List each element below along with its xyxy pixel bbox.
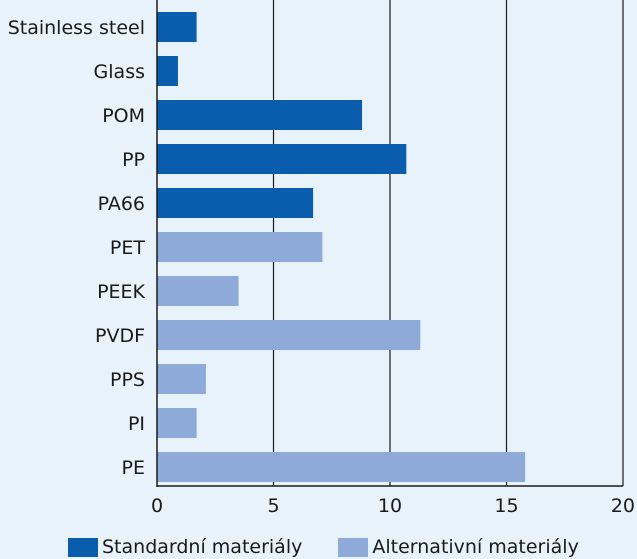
bar (157, 408, 197, 438)
bar (157, 276, 239, 306)
bars (157, 12, 526, 482)
category-label: PPS (110, 369, 145, 391)
legend-label-standard: Standardní materiály (102, 536, 303, 558)
x-tick-label: 5 (267, 495, 279, 517)
category-labels: Stainless steel Glass POM PP PA66 PET PEEK PVDF… (8, 17, 146, 479)
x-tick-label: 20 (611, 495, 635, 517)
category-label: Stainless steel (8, 17, 145, 39)
category-label: PI (128, 413, 145, 435)
bar (157, 56, 178, 86)
bar (157, 232, 323, 262)
legend-label-alternative: Alternativní materiály (372, 536, 579, 558)
legend-swatch-standard (68, 537, 98, 557)
category-label: PE (122, 457, 145, 479)
bar (157, 320, 421, 350)
x-tick-labels: 0 5 10 15 20 (151, 495, 635, 517)
category-label: PA66 (98, 193, 145, 215)
bar (157, 452, 526, 482)
bar (157, 12, 197, 42)
bar (157, 144, 407, 174)
x-axis (156, 0, 623, 487)
category-label: Glass (94, 61, 145, 83)
bar (157, 364, 206, 394)
x-tick-label: 15 (494, 495, 518, 517)
legend-item-standard: Standardní materiály (68, 536, 302, 558)
category-label: PEEK (97, 281, 145, 303)
x-tick-label: 10 (378, 495, 402, 517)
bar (157, 188, 314, 218)
category-label: PET (110, 237, 145, 259)
legend: Standardní materiály Alternativní materi… (68, 536, 615, 558)
x-tick-label: 0 (151, 495, 163, 517)
grid-lines (272, 0, 624, 486)
bar (157, 100, 363, 130)
category-label: PVDF (95, 325, 145, 347)
legend-swatch-alternative (338, 537, 369, 557)
category-label: POM (102, 105, 145, 127)
category-label: PP (122, 149, 145, 171)
legend-item-alternative: Alternativní materiály (338, 536, 579, 558)
